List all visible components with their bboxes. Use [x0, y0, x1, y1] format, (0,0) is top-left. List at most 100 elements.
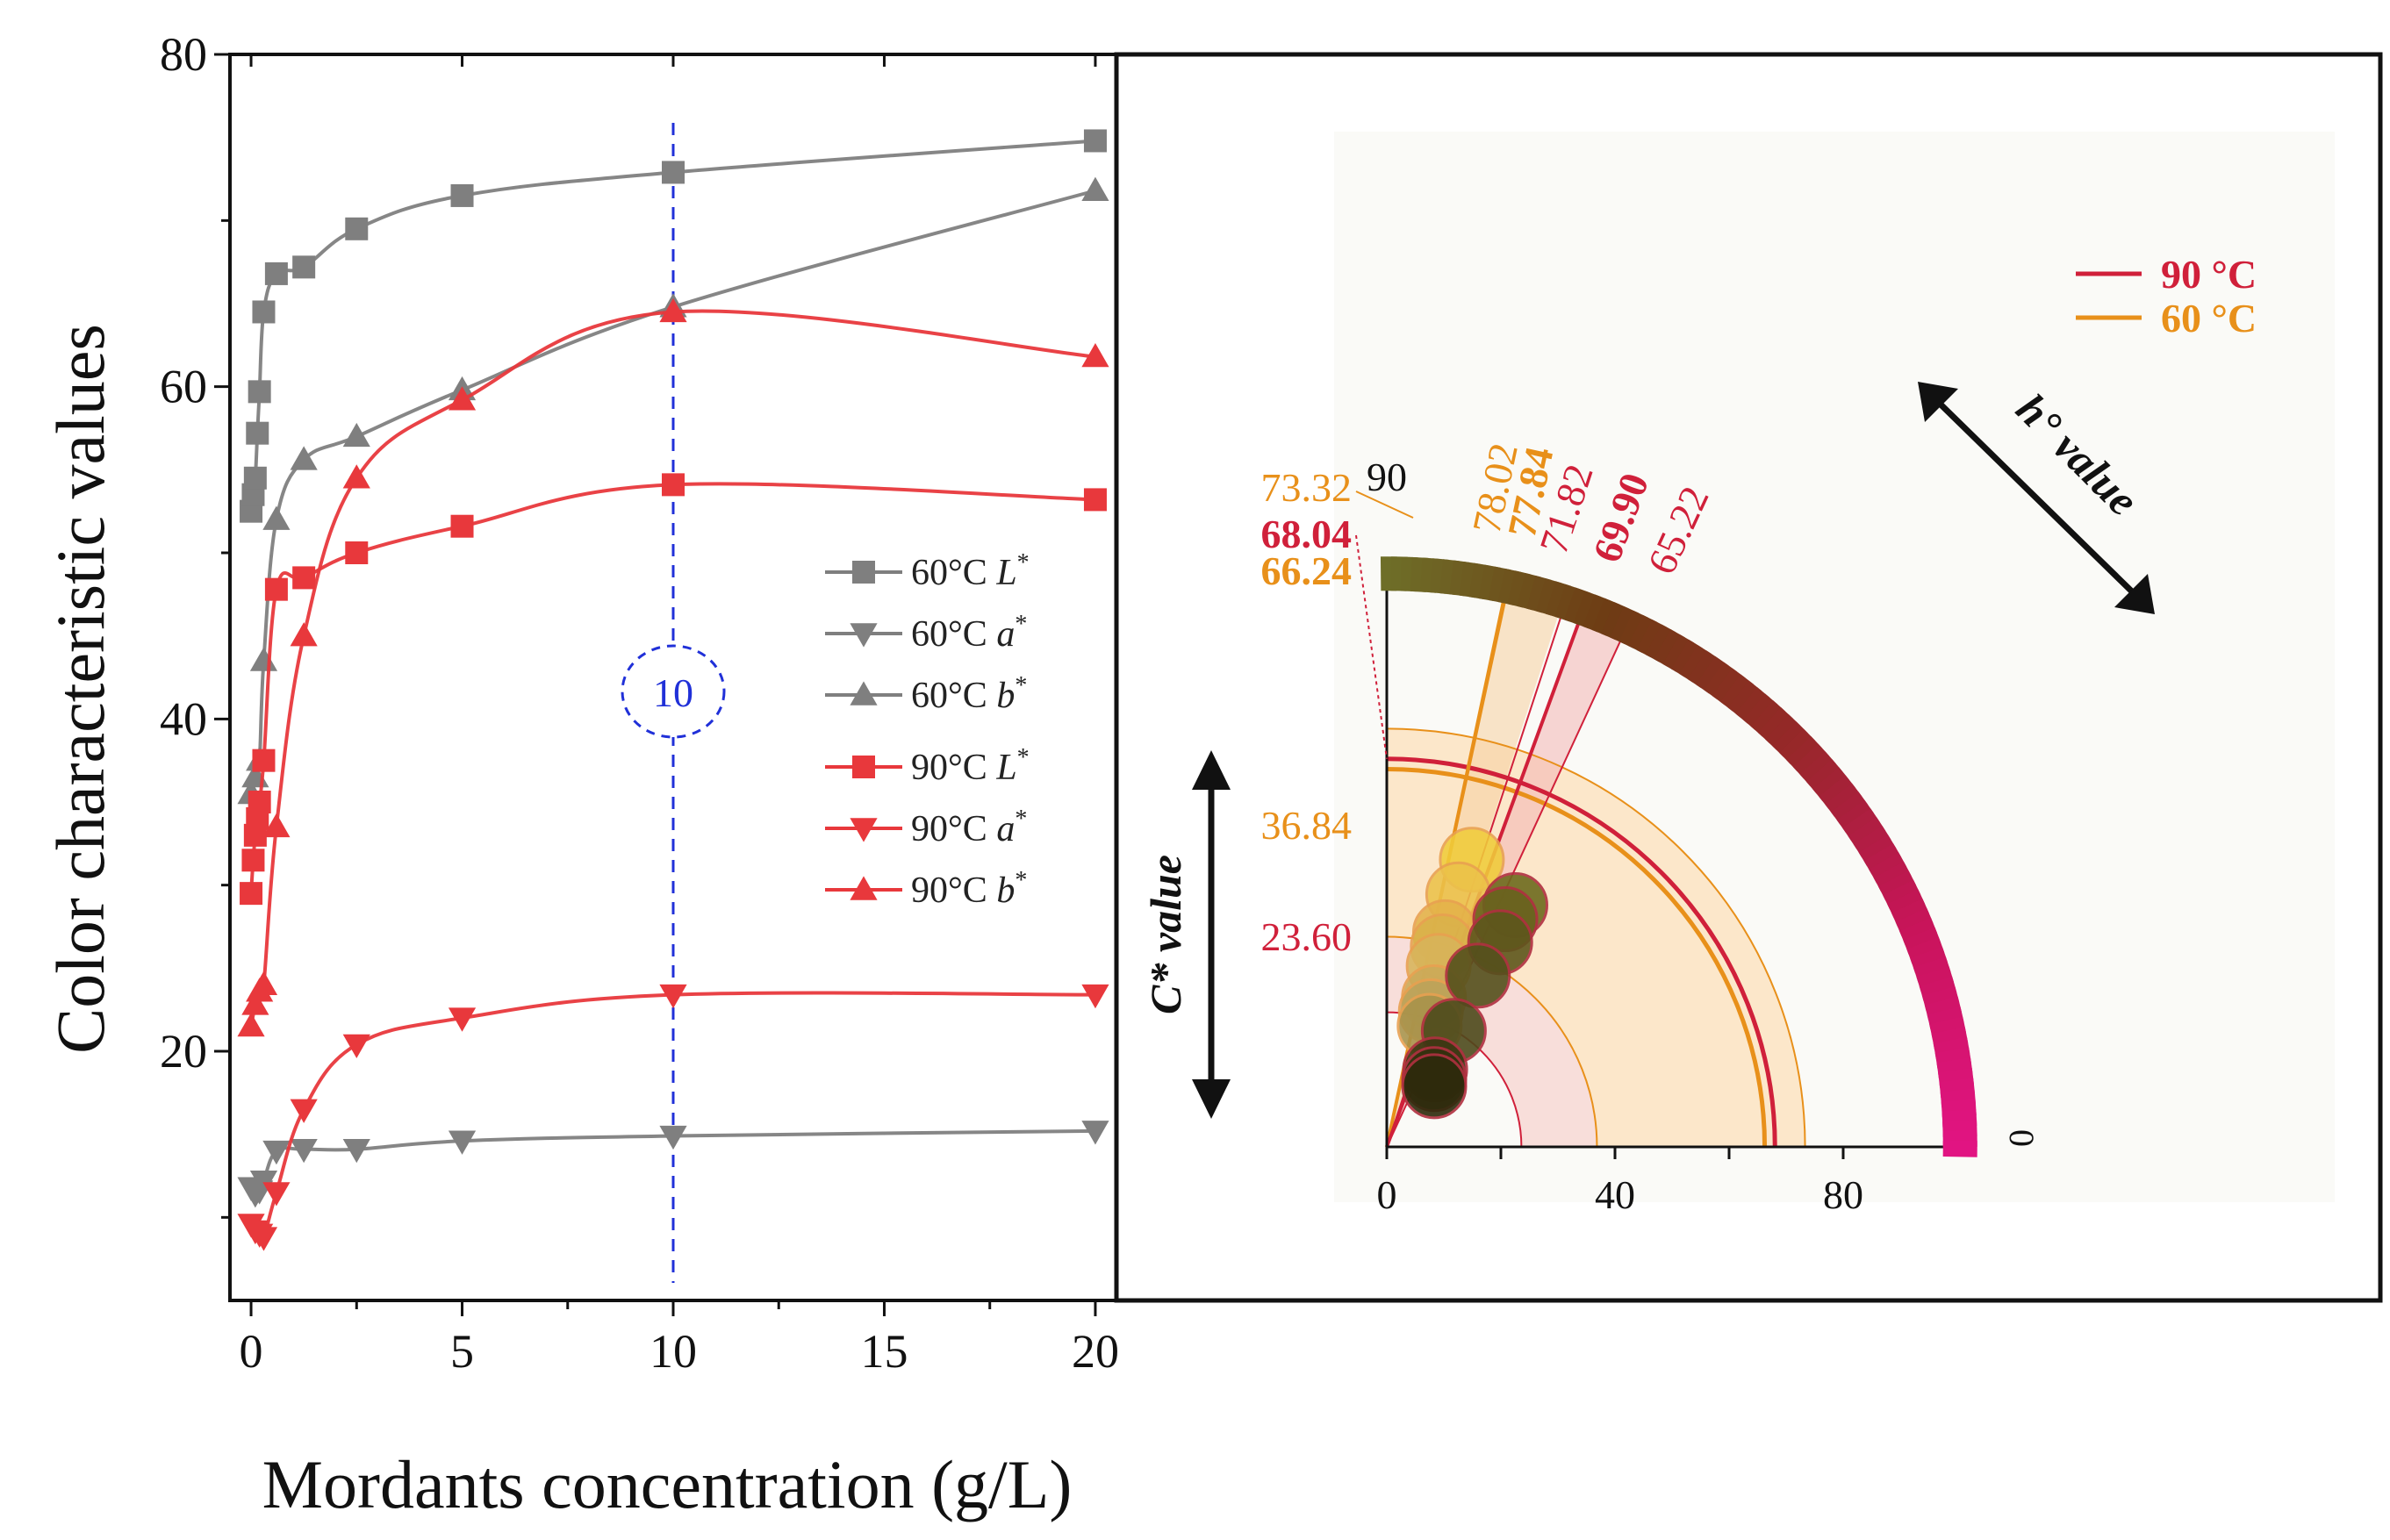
marker-triangle-down [448, 1130, 477, 1155]
hue-gradient-segment [1812, 767, 1849, 802]
hue-arrow-shaft [1933, 397, 2140, 599]
marker-triangle-down [850, 623, 878, 648]
legend-variable: b [996, 676, 1015, 716]
hue-gradient-segment [1757, 707, 1793, 744]
right-plot-frame [1114, 52, 2383, 1303]
marker-triangle-down [1081, 984, 1109, 1009]
hue-gradient-segment [1719, 674, 1755, 712]
hue-gradient-segment [1704, 662, 1738, 699]
chroma-ring-label: 36.84 [1261, 803, 1353, 848]
legend-variable: a [996, 614, 1015, 655]
legend-series-name: 90°C [911, 809, 996, 849]
marker-triangle-down [290, 1099, 318, 1123]
marker-triangle-up [342, 422, 370, 448]
marker-triangle-up [262, 505, 291, 530]
chroma-ring-label: 73.32 [1261, 465, 1353, 510]
marker-triangle-down [342, 1139, 370, 1164]
chroma-band-60C [1387, 728, 1805, 1147]
legend-variable: L [995, 748, 1016, 788]
hue-gradient-segment [1869, 852, 1907, 884]
marker-square [1083, 129, 1107, 153]
hue-gradient-segment [1792, 743, 1830, 779]
marker-square [241, 849, 265, 872]
marker-triangle-down [1081, 1121, 1109, 1145]
hue-gradient-segment [1779, 728, 1816, 764]
marker-square [248, 380, 271, 404]
marker-square [662, 161, 685, 184]
highlight-label: 10 [653, 670, 693, 715]
legend: 60°C L*60°C a*60°C b*90°C L*90°C a*90°C … [825, 549, 1030, 911]
legend-series-name: 60°C [911, 553, 996, 593]
marker-square [252, 749, 276, 772]
legend-series-name: 90°C [911, 870, 996, 911]
marker-square [345, 217, 369, 240]
hue-gradient-segment [1670, 639, 1704, 677]
y-axis-title: Color characteristic values [42, 324, 118, 1054]
x-tick-label: 5 [450, 1325, 474, 1378]
point-90C [1445, 942, 1511, 1009]
marker-triangle-up [241, 991, 269, 1015]
legend-star: * [1015, 672, 1027, 699]
legend-star: * [1015, 867, 1027, 894]
hue-label-top: 90 [1367, 455, 1407, 499]
series-5 [237, 984, 1109, 1251]
chroma-axis-label: C* value [1141, 855, 1190, 1014]
legend-label: 90°C a* [911, 806, 1027, 849]
marker-square [1083, 488, 1107, 512]
legend-star: * [1017, 744, 1030, 771]
hue-gradient-segment [1679, 644, 1712, 683]
point-90C [1401, 1053, 1468, 1120]
y-tick-label: 60 [160, 361, 207, 413]
hue-gradient-segment [1772, 721, 1808, 757]
marker-triangle-down [448, 1007, 477, 1032]
marker-triangle-down [290, 1139, 318, 1164]
x-tick-label: 10 [650, 1325, 697, 1378]
legend-label: 60°C a* [911, 611, 1027, 655]
hue-arrow-head [1918, 382, 1958, 422]
marker-triangle-down [850, 818, 878, 842]
marker-triangle-up [290, 622, 318, 647]
marker-square [246, 421, 269, 445]
color-points [1396, 827, 1548, 1120]
x-axis-title: Mordants concentration (g/L) [262, 1446, 1073, 1522]
marker-square [450, 514, 474, 538]
hue-gradient-segment [1727, 680, 1762, 718]
hue-gradient-segment [1825, 783, 1862, 817]
marker-triangle-down [659, 984, 687, 1009]
hue-gradient-segment [1696, 655, 1729, 694]
hue-gradient-segment [1735, 686, 1770, 724]
hue-gradient-segment [1858, 834, 1897, 866]
marker-square [292, 566, 316, 590]
polar-axes: 0 40 80 [1377, 556, 1977, 1217]
y-tick-label: 80 [160, 28, 207, 81]
marker-triangle-up [237, 1013, 265, 1037]
legend-star: * [1015, 611, 1027, 638]
marker-square [662, 473, 685, 497]
marker-square [852, 561, 875, 584]
series-4 [240, 473, 1107, 906]
marker-triangle-down [262, 1140, 291, 1165]
x-tick-label: 0 [240, 1325, 263, 1378]
series-2 [237, 1121, 1109, 1208]
marker-square [252, 300, 276, 324]
marker-triangle-down [249, 1227, 278, 1251]
marker-triangle-up [249, 971, 278, 995]
legend-label: 90°C b* [911, 867, 1027, 911]
hue-label-right: 0 [2002, 1129, 2042, 1147]
legend-variable: L [995, 553, 1016, 593]
hue-gradient-segment [1712, 668, 1746, 706]
marker-square [264, 261, 288, 285]
marker-triangle-down [262, 1182, 291, 1207]
marker-square [248, 791, 271, 813]
legend-series-name: 90°C [911, 748, 996, 788]
series-group [237, 129, 1109, 1251]
leader-line [1355, 534, 1388, 759]
y-tick-label: 20 [160, 1025, 207, 1078]
marker-triangle-up [249, 647, 278, 671]
marker-triangle-down [342, 1034, 370, 1059]
hue-gradient-segment [1848, 817, 1886, 849]
hue-gradient-segment [1942, 1140, 1977, 1157]
polar-legend-label: 90 °C [2161, 252, 2257, 297]
polar-legend-label: 60 °C [2161, 296, 2257, 340]
